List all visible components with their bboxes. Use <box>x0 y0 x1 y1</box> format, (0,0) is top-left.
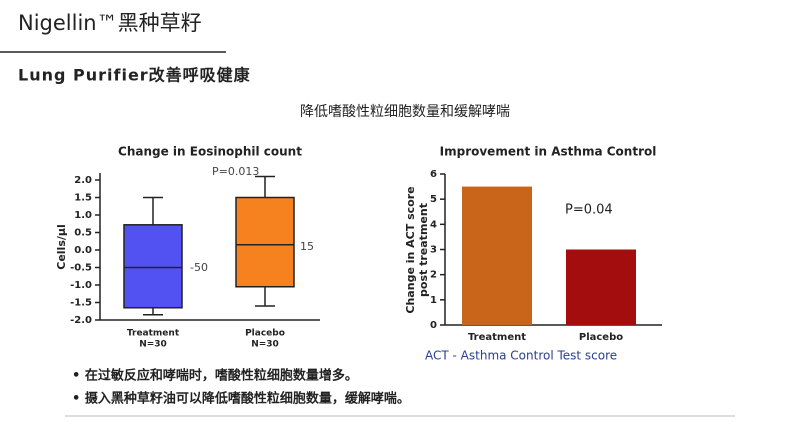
annotation: 15 <box>300 240 314 253</box>
y-tick-label: 6 <box>430 169 437 180</box>
y-tick-label: 0.5 <box>74 228 92 239</box>
title: Nigellin™黑种草籽 <box>18 11 202 35</box>
x-tick-label: Placebo <box>245 329 285 339</box>
x-tick-label: Treatment <box>127 329 180 339</box>
y-tick-label: 2 <box>430 270 437 281</box>
bullet: • 摄入黑种草籽油可以降低嗜酸性粒细胞数量，缓解哮喘。 <box>72 391 410 407</box>
box <box>123 224 183 309</box>
annotation: P=0.013 <box>212 165 259 178</box>
y-tick-label: -1.5 <box>70 298 92 309</box>
y-tick-label: 4 <box>430 219 437 230</box>
subtitle: Lung Purifier改善呼吸健康 <box>18 66 251 85</box>
annotation: P=0.04 <box>565 203 613 218</box>
annotation: -50 <box>190 261 208 274</box>
y-tick-label: 2.0 <box>74 175 92 186</box>
bullet: • 在过敏反应和哮喘时，嗜酸性粒细胞数量增多。 <box>72 368 358 384</box>
bar <box>566 249 636 325</box>
heading: 降低嗜酸性粒细胞数量和缓解哮喘 <box>300 103 510 120</box>
bar <box>462 186 532 325</box>
y-tick-label: 1.5 <box>74 193 92 204</box>
y-tick-label: -2.0 <box>70 315 92 326</box>
y-tick-label: 5 <box>430 194 437 205</box>
x-tick-label: N=30 <box>251 340 279 350</box>
chart-title: Improvement in Asthma Control <box>440 145 657 159</box>
y-axis-label: post treatment <box>417 203 430 297</box>
y-tick-label: 0.0 <box>74 245 92 256</box>
y-tick-label: 3 <box>430 245 437 256</box>
x-tick-label: Placebo <box>579 332 623 343</box>
y-tick-label: 1.0 <box>74 210 92 221</box>
y-tick-label: 0 <box>430 320 437 331</box>
box <box>235 196 295 288</box>
y-axis-label: Cells/µl <box>55 224 68 270</box>
caption: ACT - Asthma Control Test score <box>425 349 617 363</box>
chart-title: Change in Eosinophil count <box>118 145 302 159</box>
y-axis-label: Change in ACT score <box>404 186 417 313</box>
y-tick-label: -0.5 <box>70 263 92 274</box>
y-tick-label: -1.0 <box>70 280 92 291</box>
x-tick-label: Treatment <box>468 332 526 343</box>
y-tick-label: 1 <box>430 295 437 306</box>
x-tick-label: N=30 <box>139 340 167 350</box>
